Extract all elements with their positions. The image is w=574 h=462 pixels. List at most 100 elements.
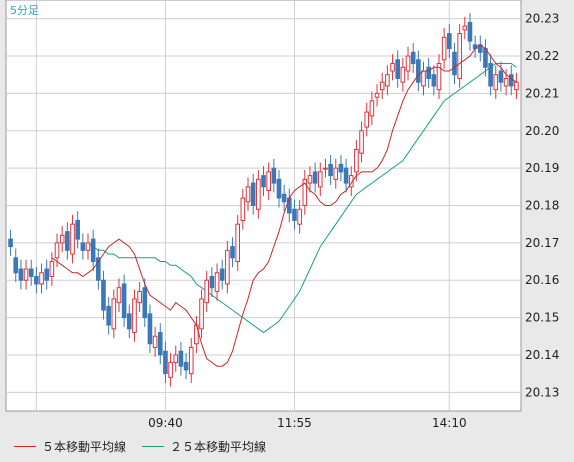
y-tick-label: 20.20 — [525, 124, 559, 138]
candle-body — [59, 234, 65, 244]
candle — [405, 46, 411, 81]
candle-body — [338, 163, 344, 173]
candle — [225, 240, 230, 294]
legend-item-ma5: ５本移動平均線 — [14, 438, 126, 455]
candle-body — [364, 111, 370, 128]
legend: ５本移動平均線 ２５本移動平均線 — [14, 438, 266, 455]
candle-body — [276, 178, 282, 199]
candle — [369, 91, 375, 126]
candle — [173, 345, 179, 372]
candle — [467, 13, 473, 51]
candle-body — [65, 231, 70, 251]
candle — [44, 259, 50, 290]
candle — [28, 259, 34, 286]
candle-body — [488, 63, 493, 87]
candle — [199, 289, 204, 339]
candle — [8, 229, 13, 256]
candle-body — [292, 208, 297, 221]
candle — [457, 24, 462, 88]
x-axis: 09:40 11:55 14:10 — [148, 416, 466, 430]
candle — [354, 140, 359, 182]
candle-body — [390, 63, 395, 72]
ma25-line — [87, 63, 517, 334]
candle — [338, 155, 344, 182]
candle — [116, 278, 122, 312]
y-tick-label: 20.17 — [525, 236, 559, 250]
candle — [230, 237, 235, 268]
candle — [168, 353, 173, 387]
candle — [106, 297, 111, 335]
candle — [447, 24, 452, 58]
candle — [126, 304, 132, 339]
y-tick-label: 20.14 — [525, 348, 559, 362]
candle — [132, 289, 137, 342]
candle — [503, 69, 509, 96]
y-tick-label: 20.15 — [525, 311, 559, 325]
candle-body — [173, 354, 179, 363]
candle — [96, 248, 101, 290]
candle — [385, 65, 390, 96]
candle-body — [441, 36, 447, 61]
candle — [328, 155, 333, 185]
legend-item-ma25: ２５本移動平均線 — [142, 438, 266, 455]
candle — [137, 282, 142, 312]
candle-body — [508, 74, 514, 87]
candle-body — [199, 298, 204, 330]
candle-body — [374, 92, 380, 98]
candle — [297, 199, 302, 234]
candle-body — [498, 70, 504, 83]
candle-body — [75, 219, 80, 240]
candle-body — [34, 275, 39, 285]
candle-body — [421, 70, 426, 87]
candle — [178, 341, 184, 376]
candle-body — [271, 167, 277, 184]
candle-body — [354, 148, 359, 173]
candle — [271, 158, 277, 193]
candle-body — [183, 361, 189, 371]
candle-body — [44, 268, 50, 281]
candle-body — [281, 193, 287, 203]
candle — [400, 57, 406, 92]
candle — [416, 50, 421, 92]
candle-body — [436, 63, 442, 91]
candle-body — [219, 268, 225, 281]
candle — [59, 226, 65, 253]
candle — [276, 170, 282, 208]
candle-body — [452, 51, 457, 76]
candle — [302, 170, 308, 215]
y-tick-label: 20.21 — [525, 86, 559, 100]
candle — [256, 170, 261, 219]
x-tick-label: 14:10 — [432, 416, 467, 430]
candle-body — [503, 77, 509, 87]
candle-body — [230, 246, 235, 259]
candle-body — [317, 171, 323, 188]
candle — [188, 338, 194, 383]
candle — [261, 166, 266, 197]
candle-body — [214, 272, 220, 292]
candle-body — [426, 66, 431, 79]
candle — [75, 211, 80, 249]
candle-body — [385, 74, 390, 87]
candle-body — [49, 261, 55, 277]
candle — [34, 267, 39, 294]
candle — [121, 274, 127, 327]
candle-body — [462, 25, 468, 31]
candle-body — [70, 223, 75, 255]
candle-body — [493, 74, 499, 91]
candle — [374, 84, 380, 107]
candle-body — [204, 279, 210, 304]
candle-body — [80, 242, 86, 251]
candle-body — [188, 346, 194, 375]
candle — [498, 61, 504, 92]
candle — [142, 278, 148, 327]
candle — [333, 158, 339, 189]
candle-body — [54, 242, 60, 259]
candle — [436, 54, 442, 100]
legend-swatch-ma25 — [142, 446, 165, 447]
candle-body — [297, 208, 302, 225]
y-tick-label: 20.16 — [525, 273, 559, 287]
legend-label-ma25: ２５本移動平均線 — [170, 440, 267, 454]
candle-body — [359, 130, 364, 154]
candle-body — [39, 272, 44, 285]
candle-body — [410, 51, 416, 65]
